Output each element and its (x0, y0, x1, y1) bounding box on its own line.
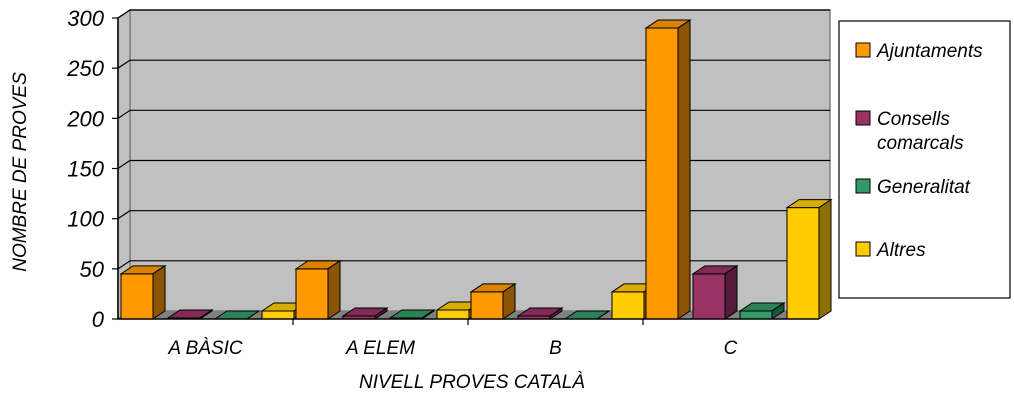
gridline-side (117, 160, 131, 169)
y-tick-label: 300 (67, 6, 104, 31)
bar (785, 198, 833, 320)
x-axis-title: NIVELL PROVES CATALÀ (359, 372, 585, 393)
bar-side (677, 19, 691, 320)
bar-front (295, 268, 329, 320)
axes (117, 18, 818, 325)
bar-side (549, 307, 563, 320)
gridline-side (117, 109, 131, 119)
legend-label: Generalitat (877, 177, 971, 198)
bar-front (436, 309, 470, 320)
bar-side (596, 310, 610, 320)
bar-front (261, 310, 295, 320)
y-tick-labels: 0 50 100 150 200 250 300 (66, 6, 104, 332)
x-category-label: A ELEM (345, 338, 415, 359)
y-tick-label: 200 (66, 106, 104, 131)
legend-swatch (855, 241, 871, 257)
gridlines (112, 9, 830, 320)
y-tick-label: 250 (66, 56, 104, 81)
bar-front (692, 273, 726, 320)
legend-swatch (855, 42, 871, 58)
bar-side (327, 259, 341, 320)
y-axis-title: NOMBRE DE PROVES (10, 72, 31, 272)
bar (294, 259, 342, 320)
legend-item: Altres (855, 240, 926, 261)
legend-swatch (855, 178, 871, 194)
bar-front (120, 273, 154, 320)
bar-side (152, 264, 166, 320)
bar (119, 264, 167, 320)
gridline-side (117, 59, 131, 69)
bar-front (470, 291, 504, 320)
legend-label: Ajuntaments (876, 41, 983, 62)
legend: Ajuntaments Consells comarcals Generalitat A… (838, 20, 1011, 299)
bar-side (818, 198, 832, 320)
bar (469, 282, 517, 320)
x-category-label: A BÀSIC (167, 338, 243, 359)
x-category-labels: A BÀSIC A ELEM B C (167, 338, 737, 359)
legend-item: Ajuntaments (855, 41, 983, 62)
bar-front (611, 291, 645, 320)
bar (738, 302, 786, 320)
bar (644, 19, 692, 320)
bar-side (246, 310, 260, 320)
legend-label: Consells (877, 109, 950, 130)
x-category-label: B (549, 338, 562, 359)
bar-front (739, 310, 773, 320)
bar-side (374, 307, 388, 320)
gridline-side (117, 260, 131, 270)
bar (516, 307, 564, 320)
y-tick-label: 50 (80, 257, 105, 282)
gridline-side (117, 210, 131, 220)
y-tick-label: 0 (92, 307, 105, 332)
bar-side (724, 264, 738, 320)
legend-label: Altres (876, 240, 926, 261)
legend-item: Consells comarcals (855, 109, 964, 154)
legend-swatch (855, 110, 871, 126)
gridline-side (117, 9, 131, 19)
bar-side (771, 302, 785, 320)
bars (119, 19, 833, 320)
bar (691, 264, 739, 320)
bar-front (645, 27, 679, 320)
bar-side (502, 282, 516, 320)
x-category-label: C (724, 338, 738, 359)
legend-label: comarcals (877, 133, 964, 154)
y-tick-label: 150 (67, 157, 104, 182)
legend-item: Generalitat (855, 177, 971, 198)
bar (388, 309, 436, 320)
bar-front (786, 207, 820, 320)
y-tick-label: 100 (67, 207, 104, 232)
